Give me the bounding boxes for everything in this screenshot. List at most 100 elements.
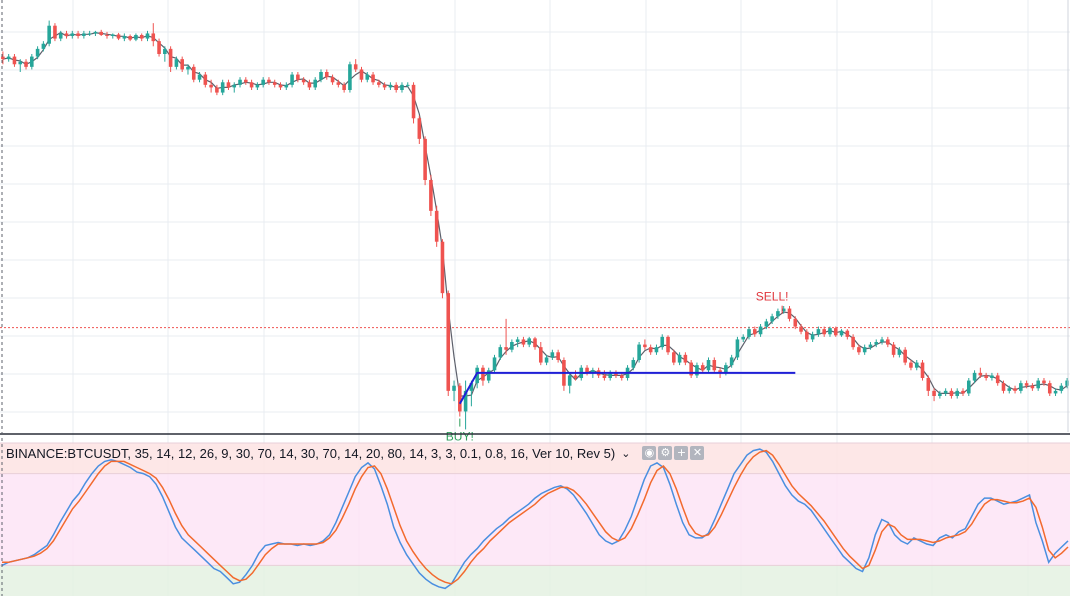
candle-body xyxy=(527,338,532,345)
candle-body xyxy=(504,347,508,350)
candle-body xyxy=(99,31,104,35)
candle-body xyxy=(984,375,988,378)
candle xyxy=(504,318,508,355)
candle xyxy=(608,370,612,381)
candle-body xyxy=(805,331,809,340)
candle xyxy=(1013,385,1017,394)
candle xyxy=(1036,378,1040,391)
candle xyxy=(226,79,231,90)
stoch-k-line xyxy=(1,448,1069,590)
candle-body xyxy=(938,393,942,396)
candle xyxy=(249,79,254,90)
candle-body xyxy=(689,362,693,376)
candle-body xyxy=(440,241,445,294)
candle-body xyxy=(301,79,306,83)
candle-body xyxy=(521,339,526,345)
candle-body xyxy=(822,329,826,335)
candle-body xyxy=(1036,380,1040,389)
indicator-legend[interactable]: BINANCE:BTCUSDT, 35, 14, 12, 26, 9, 30, … xyxy=(6,444,705,462)
candle-body xyxy=(752,329,757,335)
candle xyxy=(145,30,150,42)
candle xyxy=(186,64,190,75)
candle-body xyxy=(186,66,190,70)
candle-body xyxy=(434,210,439,242)
candle xyxy=(458,383,462,417)
candle-body xyxy=(914,362,919,368)
candle xyxy=(446,290,451,396)
candle-body xyxy=(452,385,456,391)
candle xyxy=(440,239,445,299)
signals: BUY! SELL! xyxy=(446,290,789,444)
candle-body xyxy=(12,56,17,65)
candle xyxy=(157,38,161,57)
candle xyxy=(741,334,746,342)
candle xyxy=(758,324,763,337)
candle-body xyxy=(498,347,503,358)
candle-body xyxy=(1053,390,1058,394)
candle xyxy=(35,46,40,60)
candle-body xyxy=(307,82,312,88)
candle-body xyxy=(365,74,370,80)
gear-icon[interactable]: ⚙ xyxy=(658,446,673,460)
candle xyxy=(648,344,653,355)
candle xyxy=(209,79,213,93)
candle xyxy=(510,339,514,353)
candle xyxy=(672,349,676,366)
candle xyxy=(602,370,607,381)
candle-body xyxy=(64,33,69,36)
candle-body xyxy=(371,74,375,83)
candle-body xyxy=(608,372,612,378)
candle xyxy=(897,347,902,358)
candle xyxy=(891,342,896,358)
candle-body xyxy=(839,330,844,336)
candle xyxy=(903,347,907,366)
candle xyxy=(1019,380,1023,394)
candle-body xyxy=(683,354,688,363)
candle xyxy=(191,64,196,83)
candle xyxy=(822,326,826,337)
candle-body xyxy=(614,372,618,376)
candle-body xyxy=(215,87,219,93)
candle xyxy=(874,339,879,348)
candle-body xyxy=(735,339,740,358)
candle-body xyxy=(891,344,896,355)
candle-body xyxy=(966,380,971,394)
candle xyxy=(486,367,491,384)
candle-body xyxy=(469,383,474,391)
candle xyxy=(533,336,537,350)
candle xyxy=(417,115,422,144)
candle-body xyxy=(330,77,335,83)
eye-icon[interactable]: ◉ xyxy=(642,446,657,460)
candle-body xyxy=(267,79,271,83)
candle-body xyxy=(423,138,427,180)
candle xyxy=(1059,383,1064,394)
candle xyxy=(377,79,381,88)
candle xyxy=(538,342,543,366)
candle-body xyxy=(758,326,763,335)
candle xyxy=(70,30,75,39)
candle xyxy=(284,82,289,90)
candle xyxy=(966,378,971,396)
candle-body xyxy=(348,64,352,90)
candle xyxy=(76,30,80,39)
candle-body xyxy=(400,84,404,90)
candle xyxy=(1065,378,1069,389)
candle-body xyxy=(654,347,659,353)
stochastic-lines xyxy=(1,448,1069,590)
level-line xyxy=(458,371,796,405)
chevron-down-icon[interactable]: ⌄ xyxy=(621,447,631,460)
candle-body xyxy=(353,64,358,70)
candle xyxy=(319,69,323,83)
candle xyxy=(764,318,769,330)
candle-body xyxy=(712,360,717,371)
candle xyxy=(423,136,427,186)
candle xyxy=(544,354,549,366)
candle-body xyxy=(174,59,179,67)
candle xyxy=(163,46,167,62)
candle-body xyxy=(602,375,607,378)
close-icon[interactable]: ✕ xyxy=(690,446,705,460)
plus-icon[interactable]: + xyxy=(674,446,689,460)
candle xyxy=(492,354,497,373)
candle xyxy=(215,84,219,96)
